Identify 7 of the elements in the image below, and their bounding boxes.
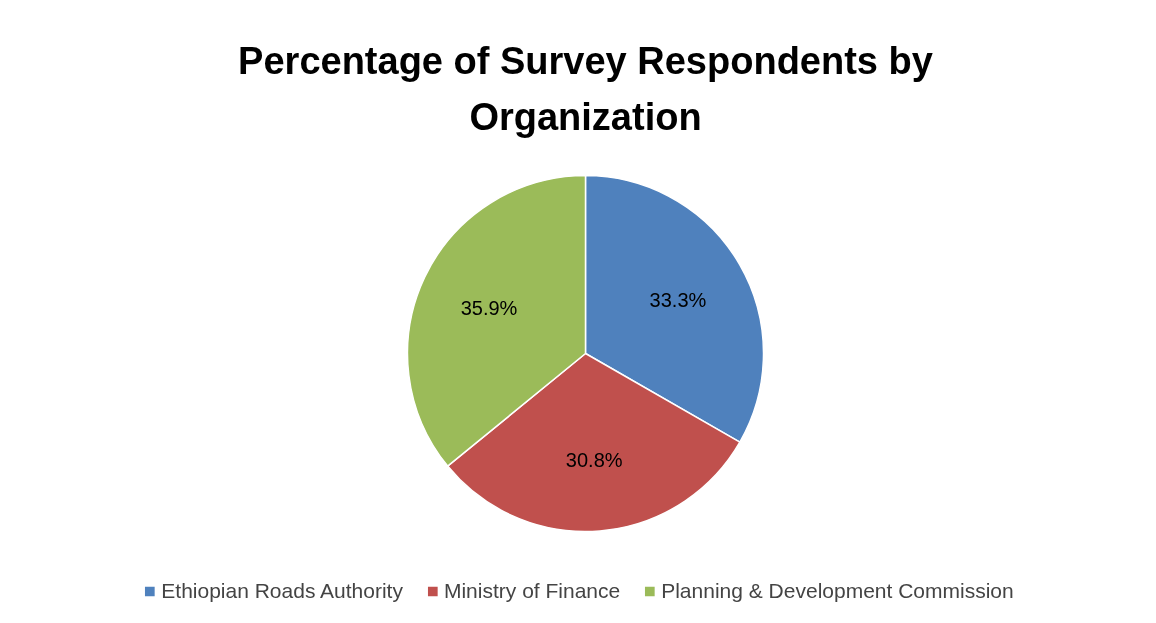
legend-label: Planning & Development Commission xyxy=(661,579,1014,603)
data-label: 35.9% xyxy=(460,296,518,319)
data-label: 33.3% xyxy=(649,289,707,311)
legend-label: Ministry of Finance xyxy=(443,579,621,603)
data-label: 30.8% xyxy=(565,448,623,471)
chart-title: Percentage of Survey Respondents by Organization xyxy=(238,39,933,138)
legend-label: Ethiopian Roads Authority xyxy=(161,579,403,603)
